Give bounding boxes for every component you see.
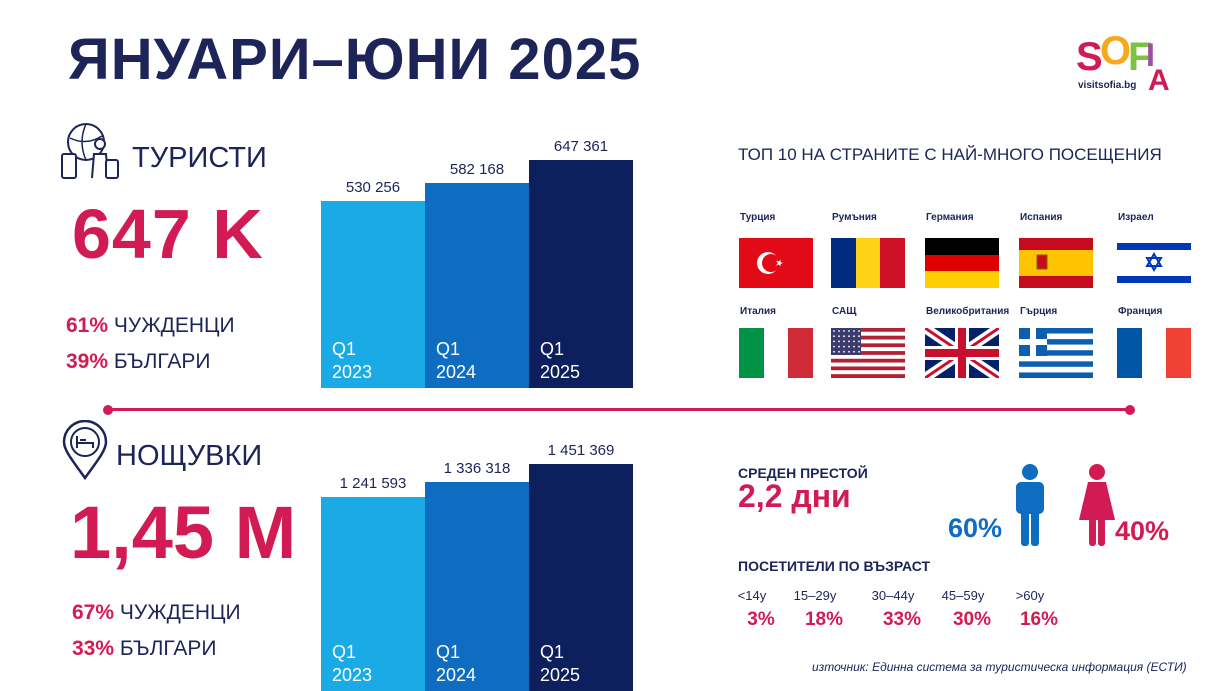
age-group-label: 45–59y [941, 588, 985, 603]
nights-bar-label-2025: Q1 2025 [540, 641, 580, 687]
flag-germany-icon [925, 238, 999, 288]
country-name-greece: Гърция [1020, 306, 1058, 317]
bed-location-icon [62, 420, 108, 480]
age-group-pct: 30% [952, 609, 992, 630]
male-pct: 60% [948, 513, 1003, 543]
female-pct: 40% [1115, 516, 1170, 546]
average-stay-value: 2,2 дни [738, 478, 851, 514]
nights-bar-quarter-2025: Q1 [540, 642, 565, 662]
tourists-bar-2025 [529, 160, 633, 388]
nights-bar-year-2024: 2024 [436, 665, 477, 685]
country-name-italy: Италия [740, 306, 776, 317]
divider-dot-right [1125, 405, 1135, 415]
tourists-bar-quarter-2025: Q1 [540, 339, 565, 359]
country-name-uk: Великобритания [926, 306, 1010, 317]
tourists-foreign: 61% ЧУЖДЕНЦИ [66, 314, 235, 338]
flag-spain-icon [1019, 238, 1093, 288]
page-title: ЯНУАРИ–ЮНИ 2025 [68, 27, 642, 92]
nights-bar-year-2025: 2025 [540, 665, 581, 685]
nights-bar-value-2024: 1 336 318 [443, 460, 511, 477]
age-group-pct: 18% [804, 609, 844, 630]
flag-greece-icon [1019, 328, 1093, 378]
nights-bar-2024 [425, 482, 529, 691]
sofia-logo: S O F I A [1076, 30, 1170, 92]
flag-france-icon [1117, 328, 1191, 378]
nights-foreign-pct: 67% [72, 601, 115, 624]
tourists-bar-quarter-2024: Q1 [436, 339, 461, 359]
top10-title: ТОП 10 НА СТРАНИТЕ С НАЙ-МНОГО ПОСЕЩЕНИЯ [738, 145, 1162, 164]
tourist-icon [61, 123, 119, 179]
country-name-spain: Испания [1020, 212, 1063, 223]
svg-text:A: A [1148, 64, 1170, 92]
nights-bulgarian: 33% БЪЛГАРИ [72, 637, 216, 661]
tourists-bar-quarter-2023: Q1 [332, 339, 357, 359]
age-group-label: 30–44y [871, 588, 915, 603]
tourists-bar-label-2024: Q1 2024 [436, 338, 476, 384]
flag-uk-icon [925, 328, 999, 378]
tourists-bar-label-2025: Q1 2025 [540, 338, 580, 384]
tourists-foreign-label: ЧУЖДЕНЦИ [108, 314, 235, 337]
section-divider [107, 408, 1131, 411]
tourists-bar-value-2025: 647 361 [553, 138, 609, 155]
country-name-france: Франция [1118, 306, 1163, 317]
tourists-label: ТУРИСТИ [132, 142, 267, 174]
logo-site: visitsofia.bg [1078, 80, 1137, 91]
svg-text:O: O [1100, 30, 1131, 73]
nights-bar-quarter-2023: Q1 [332, 642, 357, 662]
tourists-bar-year-2025: 2025 [540, 362, 581, 382]
flag-romania-icon [831, 238, 905, 288]
tourists-bulgarian-pct: 39% [66, 350, 109, 373]
nights-bar-label-2024: Q1 2024 [436, 641, 476, 687]
nights-bulgarian-pct: 33% [72, 637, 115, 660]
svg-text:S: S [1076, 35, 1103, 79]
nights-bar-2023 [321, 497, 425, 691]
age-group-pct: 33% [882, 609, 922, 630]
country-name-usa: САЩ [832, 306, 857, 317]
age-group-label: <14y [737, 588, 767, 603]
nights-label: НОЩУВКИ [116, 440, 263, 472]
nights-foreign: 67% ЧУЖДЕНЦИ [72, 601, 241, 625]
source-note: източник: Единна система за туристическа… [812, 660, 1187, 674]
tourists-bar-value-2024: 582 168 [449, 161, 505, 178]
tourists-total: 647 K [72, 195, 264, 273]
tourists-bar-2024 [425, 183, 529, 388]
age-title: ПОСЕТИТЕЛИ ПО ВЪЗРАСТ [738, 558, 931, 574]
tourists-bulgarian: 39% БЪЛГАРИ [66, 350, 210, 374]
flag-turkey-icon [739, 238, 813, 288]
nights-total: 1,45 M [70, 491, 297, 574]
country-name-turkey: Турция [740, 212, 776, 223]
female-icon [1079, 464, 1115, 546]
nights-bar-value-2025: 1 451 369 [547, 442, 615, 459]
nights-bar-quarter-2024: Q1 [436, 642, 461, 662]
age-group-pct: 16% [1019, 609, 1059, 630]
tourists-bar-2023 [321, 201, 425, 388]
country-name-germany: Германия [926, 212, 974, 223]
tourists-bulgarian-label: БЪЛГАРИ [108, 350, 211, 373]
tourists-bar-year-2023: 2023 [332, 362, 373, 382]
svg-text:F: F [1128, 35, 1152, 79]
age-group-pct: 3% [747, 609, 775, 630]
average-stay-label: СРЕДЕН ПРЕСТОЙ [738, 465, 868, 481]
age-group-label: >60y [1015, 588, 1045, 603]
flag-italy-icon [739, 328, 813, 378]
age-group-label: 15–29y [793, 588, 837, 603]
tourists-bar-label-2023: Q1 2023 [332, 338, 372, 384]
tourists-bar-year-2024: 2024 [436, 362, 477, 382]
nights-bulgarian-label: БЪЛГАРИ [114, 637, 217, 660]
flag-israel-icon [1117, 238, 1191, 288]
nights-bar-label-2023: Q1 2023 [332, 641, 372, 687]
flag-usa-icon [831, 328, 905, 378]
divider-dot-left [103, 405, 113, 415]
tourists-bar-value-2023: 530 256 [345, 179, 401, 196]
nights-bar-value-2023: 1 241 593 [339, 475, 407, 492]
male-icon [1016, 464, 1044, 546]
tourists-foreign-pct: 61% [66, 314, 109, 337]
nights-foreign-label: ЧУЖДЕНЦИ [114, 601, 241, 624]
country-name-israel: Израел [1118, 212, 1154, 223]
nights-bar-year-2023: 2023 [332, 665, 373, 685]
nights-bar-2025 [529, 464, 633, 691]
svg-text:I: I [1146, 37, 1155, 73]
country-name-romania: Румъния [832, 212, 877, 223]
